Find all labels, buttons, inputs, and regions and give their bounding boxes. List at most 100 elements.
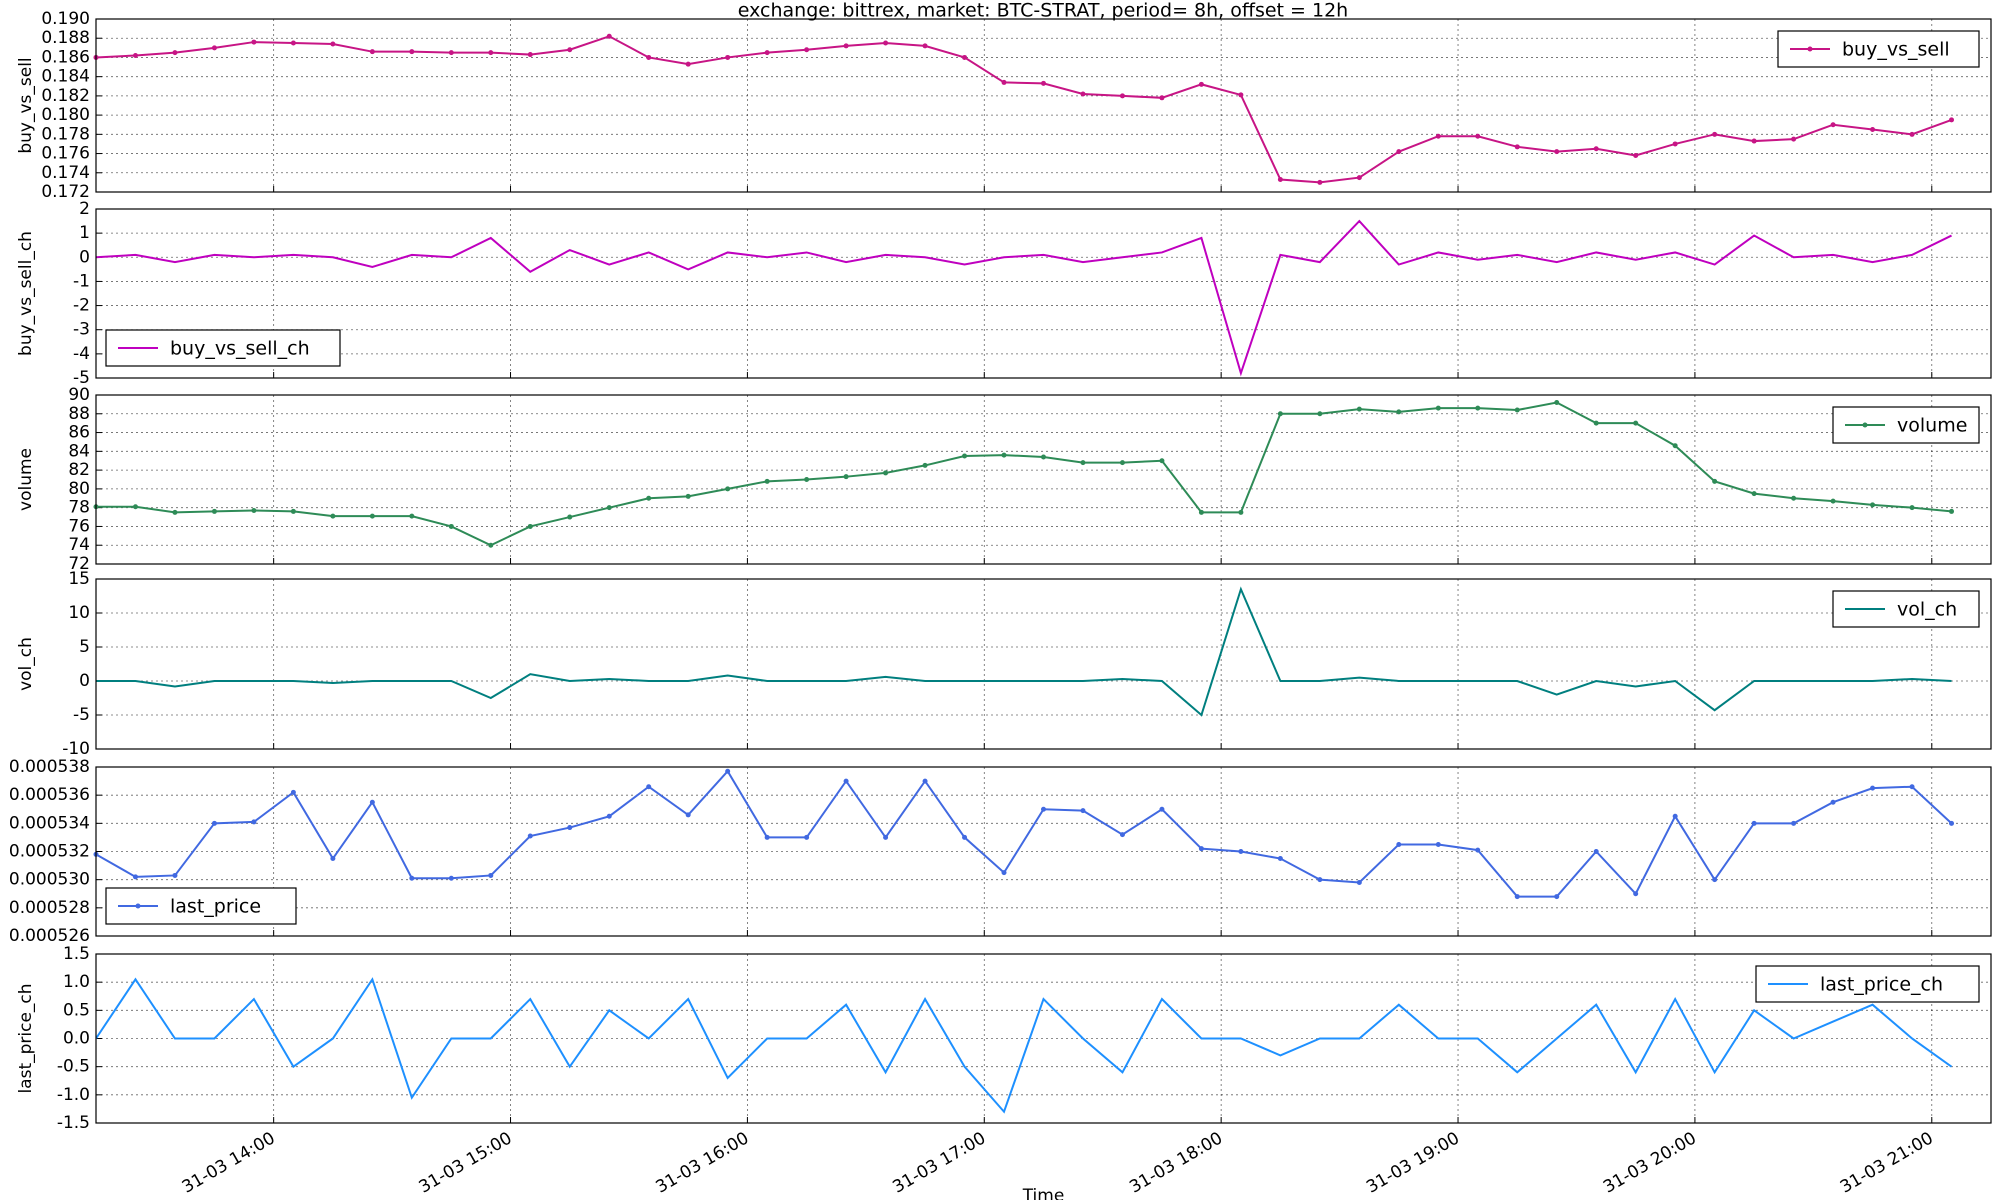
plot-frame xyxy=(95,18,1992,193)
marker xyxy=(409,513,415,519)
marker xyxy=(211,45,217,51)
y-tick-label: 82 xyxy=(68,460,90,480)
line xyxy=(96,586,1952,717)
x-tick-label: 31-03 16:00 xyxy=(653,1128,753,1197)
marker xyxy=(725,768,731,774)
marker xyxy=(409,49,415,55)
marker xyxy=(764,834,770,840)
marker xyxy=(369,49,375,55)
marker xyxy=(1633,420,1639,426)
marker xyxy=(646,495,652,501)
y-tick-label: 10 xyxy=(68,603,90,623)
marker xyxy=(1041,80,1046,86)
marker xyxy=(843,474,849,480)
marker xyxy=(1475,405,1481,411)
y-tick-label: 0.176 xyxy=(41,144,90,164)
marker xyxy=(1751,138,1757,144)
marker xyxy=(1554,149,1560,155)
marker xyxy=(646,54,652,60)
marker xyxy=(448,523,454,529)
marker xyxy=(1633,891,1639,897)
y-tick-label: 0.000534 xyxy=(9,813,90,833)
marker xyxy=(1949,117,1955,123)
marker xyxy=(1198,509,1204,515)
y-tick-label: 0.184 xyxy=(41,67,90,87)
line xyxy=(96,401,1952,547)
plot-frame xyxy=(95,208,1992,379)
marker xyxy=(1277,856,1283,862)
x-tick-label: 31-03 18:00 xyxy=(1126,1128,1226,1197)
marker xyxy=(369,799,375,805)
marker xyxy=(1119,832,1125,838)
y-tick-label: 88 xyxy=(68,404,90,424)
marker xyxy=(1435,133,1441,139)
line xyxy=(96,219,1952,377)
marker xyxy=(132,53,138,59)
marker xyxy=(1080,808,1086,814)
marker xyxy=(1435,841,1441,847)
marker xyxy=(1949,820,1955,826)
marker xyxy=(290,508,296,514)
y-tick-label: 0.188 xyxy=(41,28,90,48)
marker xyxy=(1830,799,1836,805)
marker xyxy=(1238,92,1244,98)
marker xyxy=(843,43,849,49)
marker xyxy=(567,825,573,831)
y-tick-label: 0 xyxy=(79,671,90,691)
marker xyxy=(1712,478,1718,484)
marker xyxy=(1791,136,1797,142)
marker xyxy=(1080,460,1086,466)
marker xyxy=(883,470,889,476)
y-axis-label: vol_ch xyxy=(16,637,36,691)
x-tick-label: 31-03 20:00 xyxy=(1600,1128,1700,1197)
legend-label: last_price_ch xyxy=(1820,974,1943,996)
marker xyxy=(1514,407,1520,413)
marker xyxy=(1198,846,1204,852)
y-tick-label: 1.0 xyxy=(63,972,90,992)
legend-label: buy_vs_sell_ch xyxy=(170,338,310,360)
marker xyxy=(962,834,968,840)
y-tick-label: -0.5 xyxy=(57,1057,90,1077)
y-tick-label: 0.5 xyxy=(63,1000,90,1020)
marker xyxy=(488,542,494,548)
legend-box xyxy=(1777,30,1980,68)
legend-marker xyxy=(135,903,141,909)
marker xyxy=(567,47,573,53)
y-tick-label: -3 xyxy=(73,320,90,340)
marker xyxy=(804,47,810,53)
marker xyxy=(1238,509,1244,515)
marker xyxy=(1356,175,1362,181)
marker xyxy=(330,856,336,862)
marker xyxy=(1870,127,1876,133)
marker xyxy=(567,514,573,520)
y-tick-label: 0.000528 xyxy=(9,898,90,918)
y-tick-label: 0.174 xyxy=(41,163,90,183)
marker xyxy=(1080,91,1086,97)
marker xyxy=(922,43,928,49)
marker xyxy=(1317,179,1323,185)
marker xyxy=(685,61,691,67)
marker xyxy=(1159,458,1165,464)
y-tick-label: -2 xyxy=(73,296,90,316)
marker xyxy=(725,486,731,492)
marker xyxy=(1712,131,1718,137)
y-tick-label: 74 xyxy=(68,535,90,555)
marker xyxy=(922,462,928,468)
marker xyxy=(1593,146,1599,152)
marker xyxy=(1159,806,1165,812)
marker xyxy=(1277,177,1283,183)
y-tick-label: -4 xyxy=(73,344,90,364)
marker xyxy=(1870,785,1876,791)
marker xyxy=(962,54,968,60)
marker xyxy=(1475,847,1481,853)
y-tick-label: 15 xyxy=(68,569,90,589)
y-tick-label: 78 xyxy=(68,498,90,518)
marker xyxy=(527,523,533,529)
marker xyxy=(1238,849,1244,854)
marker xyxy=(251,507,257,513)
marker xyxy=(1396,409,1402,415)
marker xyxy=(1001,79,1007,85)
y-tick-label: 2 xyxy=(79,199,90,219)
legend-label: buy_vs_sell xyxy=(1842,39,1950,61)
